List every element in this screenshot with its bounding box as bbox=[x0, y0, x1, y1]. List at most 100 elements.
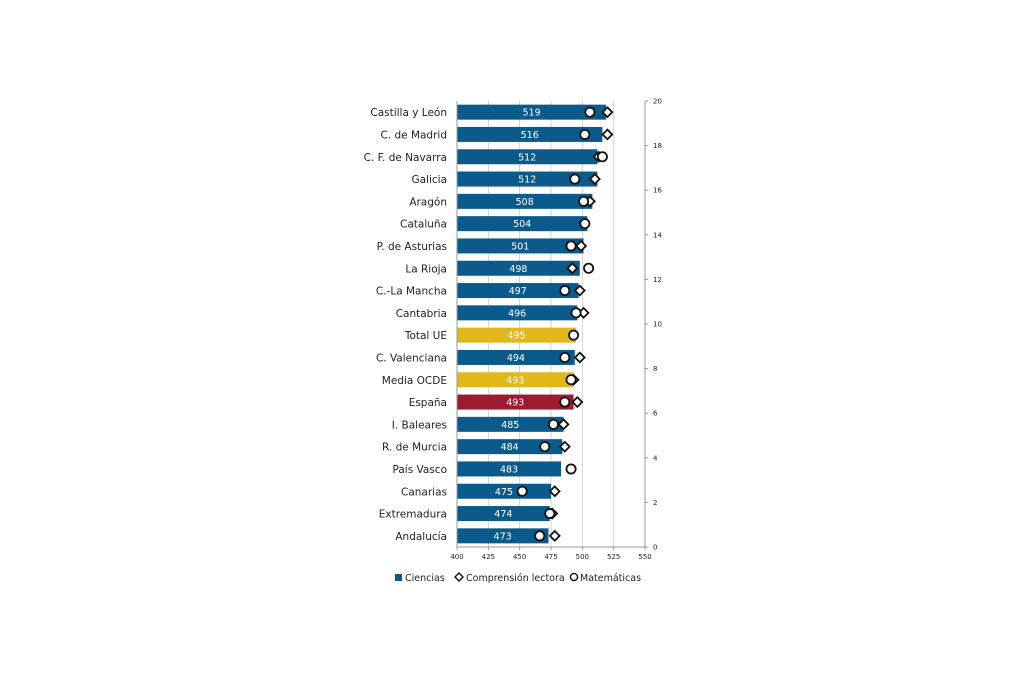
bar-data-label: 496 bbox=[508, 308, 526, 319]
bar bbox=[457, 283, 579, 299]
bar bbox=[457, 260, 580, 276]
secondary-y-tick-label: 16 bbox=[653, 187, 662, 195]
legend-swatch-ciencias bbox=[395, 574, 402, 581]
category-label: Cataluña bbox=[400, 219, 447, 231]
bar bbox=[457, 104, 607, 120]
bar bbox=[457, 305, 578, 321]
bar bbox=[457, 528, 549, 544]
bar bbox=[457, 149, 598, 165]
bar-data-label: 512 bbox=[518, 152, 536, 163]
diamond-marker bbox=[558, 440, 571, 453]
bar bbox=[457, 238, 584, 254]
legend: Ciencias Comprensión lectora Matemáticas bbox=[395, 572, 641, 584]
category-label: R. de Murcia bbox=[382, 442, 447, 454]
diamond-marker bbox=[588, 172, 601, 186]
circle-marker bbox=[559, 396, 571, 408]
category-label: Media OCDE bbox=[382, 375, 447, 387]
secondary-y-tick-label: 14 bbox=[653, 231, 662, 239]
bar-data-label: 497 bbox=[509, 286, 527, 297]
bar bbox=[457, 372, 574, 388]
diamond-marker bbox=[566, 262, 579, 275]
secondary-y-tick-label: 2 bbox=[653, 499, 657, 507]
diamond-marker bbox=[573, 284, 586, 297]
x-tick-label: 475 bbox=[544, 553, 557, 561]
grid-lines bbox=[487, 101, 646, 547]
diamond-marker bbox=[571, 395, 584, 409]
legend-swatch-circle bbox=[569, 572, 579, 582]
bar-data-label: 516 bbox=[521, 130, 539, 141]
category-label: La Rioja bbox=[405, 263, 447, 275]
bar-data-label: 473 bbox=[494, 531, 512, 542]
circle-marker bbox=[534, 530, 546, 542]
category-label: Aragón bbox=[409, 196, 447, 208]
category-label: I. Baleares bbox=[392, 419, 447, 431]
bar bbox=[457, 126, 603, 142]
category-label: Canarias bbox=[401, 486, 447, 498]
circle-marker bbox=[569, 173, 581, 185]
category-label: C. Valenciana bbox=[376, 352, 447, 364]
circle-marker bbox=[579, 218, 591, 230]
diamond-marker bbox=[548, 485, 561, 498]
bar bbox=[457, 461, 562, 477]
diamond-marker bbox=[575, 239, 588, 253]
bar bbox=[457, 506, 550, 522]
bar-data-label: 504 bbox=[513, 219, 531, 230]
legend-label: Ciencias bbox=[405, 573, 445, 584]
category-label: P. de Asturias bbox=[377, 241, 447, 253]
category-label: Galicia bbox=[411, 174, 447, 186]
bar bbox=[457, 216, 588, 232]
bar-data-label: 512 bbox=[518, 175, 536, 186]
bar-data-label: 508 bbox=[516, 197, 534, 208]
bar bbox=[457, 349, 575, 365]
category-label: Extremadura bbox=[379, 509, 447, 521]
circle-marker bbox=[568, 329, 580, 341]
circle-marker bbox=[565, 463, 577, 475]
circle-marker bbox=[539, 441, 551, 453]
category-label: España bbox=[409, 397, 447, 409]
bar-data-label: 475 bbox=[495, 487, 513, 498]
bar bbox=[457, 416, 564, 432]
circle-marker bbox=[559, 285, 571, 297]
secondary-y-tick-label: 10 bbox=[653, 321, 662, 329]
bar-data-label: 519 bbox=[523, 108, 541, 119]
diamond-marker bbox=[601, 128, 614, 141]
x-tick-label: 550 bbox=[638, 553, 651, 561]
category-label: País Vasco bbox=[393, 464, 448, 476]
bar bbox=[457, 439, 563, 455]
category-label: Castilla y León bbox=[370, 107, 447, 119]
circle-marker bbox=[583, 262, 595, 274]
bar bbox=[457, 483, 551, 499]
bar bbox=[457, 327, 577, 343]
x-tick-label: 450 bbox=[513, 553, 526, 561]
secondary-y-tick-label: 20 bbox=[653, 98, 662, 106]
category-label: C. F. de Navarra bbox=[364, 152, 447, 164]
bar-data-label: 494 bbox=[507, 353, 525, 364]
secondary-y-tick-label: 18 bbox=[653, 142, 662, 150]
circle-marker bbox=[559, 351, 571, 363]
category-label: Cantabria bbox=[396, 308, 447, 320]
circle-marker bbox=[584, 106, 596, 118]
bar-data-label: 485 bbox=[501, 420, 519, 431]
diamond-marker bbox=[573, 351, 586, 364]
bar-data-label: 474 bbox=[494, 509, 512, 520]
x-tick-label: 425 bbox=[482, 553, 495, 561]
bar bbox=[457, 171, 598, 187]
bars: 519 516 512 512 508 504 501 498 497 496 495 494 493 4… bbox=[457, 104, 614, 544]
circle-marker bbox=[565, 240, 577, 252]
secondary-y-tick-label: 8 bbox=[653, 365, 657, 373]
legend-swatch-diamond bbox=[454, 572, 464, 582]
diamond-marker bbox=[601, 106, 614, 119]
secondary-y-tick-label: 6 bbox=[653, 410, 658, 418]
circle-marker bbox=[565, 374, 577, 386]
x-tick-label: 525 bbox=[607, 553, 620, 561]
circle-marker bbox=[570, 307, 582, 319]
circle-marker bbox=[516, 485, 528, 497]
circle-marker bbox=[548, 418, 560, 430]
circle-marker bbox=[544, 508, 556, 520]
legend-label: Matemáticas bbox=[580, 573, 641, 584]
bar-data-label: 501 bbox=[511, 241, 529, 252]
legend-label: Comprensión lectora bbox=[466, 573, 565, 584]
bar bbox=[457, 394, 574, 410]
bar-data-label: 493 bbox=[506, 375, 524, 386]
